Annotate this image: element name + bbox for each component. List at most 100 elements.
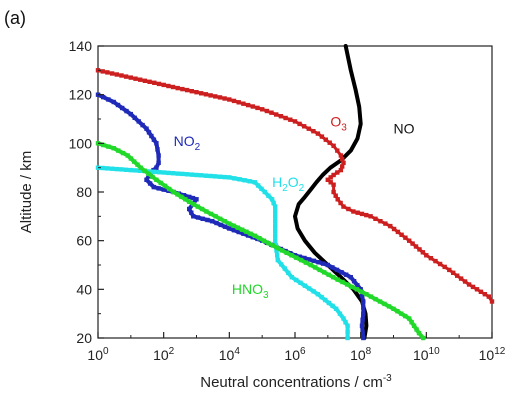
- series-marker-h2o2: [100, 165, 105, 171]
- series-marker-h2o2: [343, 320, 348, 325]
- series-label-hno3: HNO3: [232, 281, 269, 301]
- series-marker-o3: [327, 140, 332, 145]
- x-axis-title-superscript: -3: [383, 373, 392, 384]
- series-marker-o3: [138, 77, 143, 82]
- series-marker-hno3: [150, 174, 155, 179]
- series-marker-no2: [154, 165, 159, 170]
- series-marker-hno3: [208, 211, 214, 217]
- series-marker-o3: [147, 79, 152, 84]
- series-marker-o3: [255, 105, 260, 111]
- series-marker-no2: [140, 122, 145, 128]
- series-marker-hno3: [128, 156, 134, 161]
- series-marker-h2o2: [203, 173, 209, 178]
- series-marker-no2: [154, 141, 159, 146]
- y-axis-title: Altitude / km: [18, 151, 35, 234]
- series-marker-h2o2: [128, 167, 133, 173]
- series-marker-h2o2: [175, 171, 180, 176]
- series-marker-no2: [325, 262, 330, 268]
- series-marker-hno3: [377, 299, 383, 304]
- series-marker-h2o2: [138, 168, 143, 173]
- series-marker-h2o2: [273, 204, 278, 209]
- series-marker-o3: [359, 211, 365, 217]
- series-marker-no2: [214, 220, 219, 226]
- series-marker-o3: [458, 276, 464, 281]
- series-marker-o3: [335, 170, 340, 175]
- series-marker-o3: [328, 180, 333, 185]
- series-marker-no2: [124, 108, 129, 114]
- series-marker-no2: [132, 115, 137, 120]
- series-marker-no2: [136, 119, 141, 124]
- series-marker-h2o2: [217, 174, 223, 179]
- series-label-o3: O3: [330, 113, 347, 133]
- series-marker-o3: [241, 101, 246, 106]
- series-marker-no2: [359, 293, 365, 298]
- series-marker-hno3: [120, 150, 126, 156]
- series-marker-hno3: [132, 159, 137, 164]
- series-marker-o3: [346, 206, 351, 212]
- series-marker-o3: [156, 81, 162, 87]
- series-marker-h2o2: [247, 179, 252, 184]
- series-marker-o3: [333, 193, 338, 198]
- series-marker-no2: [106, 97, 111, 102]
- series-marker-hno3: [308, 262, 313, 268]
- series-marker-hno3: [399, 311, 404, 316]
- series-marker-hno3: [146, 171, 151, 176]
- series-marker-hno3: [204, 209, 209, 214]
- series-marker-hno3: [403, 313, 408, 319]
- series-marker-o3: [470, 284, 476, 290]
- series-marker-hno3: [411, 323, 417, 328]
- series-marker-o3: [105, 70, 110, 75]
- series-marker-h2o2: [194, 172, 199, 178]
- series-marker-h2o2: [323, 297, 328, 303]
- series-marker-no2: [151, 184, 156, 190]
- series-marker-o3: [368, 214, 373, 219]
- series-marker-hno3: [349, 284, 355, 290]
- series-marker-hno3: [364, 292, 369, 297]
- series-marker-hno3: [298, 257, 304, 263]
- series-marker-o3: [203, 92, 209, 97]
- series-marker-o3: [208, 93, 213, 98]
- series-marker-h2o2: [152, 169, 157, 174]
- series-marker-no2: [181, 193, 187, 198]
- series-marker-h2o2: [166, 170, 171, 176]
- series-marker-o3: [166, 83, 171, 89]
- series-marker-hno3: [345, 282, 350, 287]
- series-marker-o3: [455, 273, 460, 278]
- series-marker-o3: [413, 244, 419, 249]
- series-marker-o3: [325, 177, 330, 182]
- series-marker-h2o2: [315, 292, 321, 297]
- series-marker-o3: [437, 261, 443, 267]
- series-marker-h2o2: [341, 316, 346, 321]
- series-marker-h2o2: [123, 167, 129, 172]
- series-marker-hno3: [373, 296, 378, 302]
- series-marker-no2: [320, 261, 326, 266]
- series-marker-hno3: [222, 219, 227, 224]
- series-marker-hno3: [179, 194, 184, 200]
- series-marker-no2: [334, 267, 340, 273]
- series-marker-no2: [120, 105, 125, 111]
- series-marker-no2: [306, 257, 312, 262]
- series-marker-hno3: [111, 146, 116, 151]
- series-marker-no2: [222, 224, 228, 229]
- series-marker-h2o2: [273, 233, 278, 238]
- series-marker-hno3: [386, 304, 392, 309]
- series-marker-hno3: [252, 233, 258, 238]
- series-marker-h2o2: [337, 311, 343, 316]
- series-marker-o3: [250, 104, 255, 109]
- series-marker-o3: [222, 96, 227, 101]
- series-marker-no2: [194, 197, 199, 202]
- series-marker-hno3: [395, 309, 400, 314]
- series-marker-o3: [428, 256, 434, 261]
- series-marker-o3: [335, 197, 340, 202]
- x-tick-label: 1010: [413, 346, 440, 363]
- series-marker-hno3: [213, 214, 218, 219]
- y-tick-label: 80: [76, 184, 92, 200]
- series-marker-no2: [360, 317, 365, 322]
- series-marker-hno3: [116, 148, 121, 153]
- series-marker-o3: [442, 264, 447, 270]
- x-axis-title: Neutral concentrations / cm-3: [200, 373, 392, 391]
- series-label-no: NO: [394, 121, 415, 137]
- series-marker-h2o2: [259, 186, 264, 191]
- series-marker-o3: [184, 87, 190, 93]
